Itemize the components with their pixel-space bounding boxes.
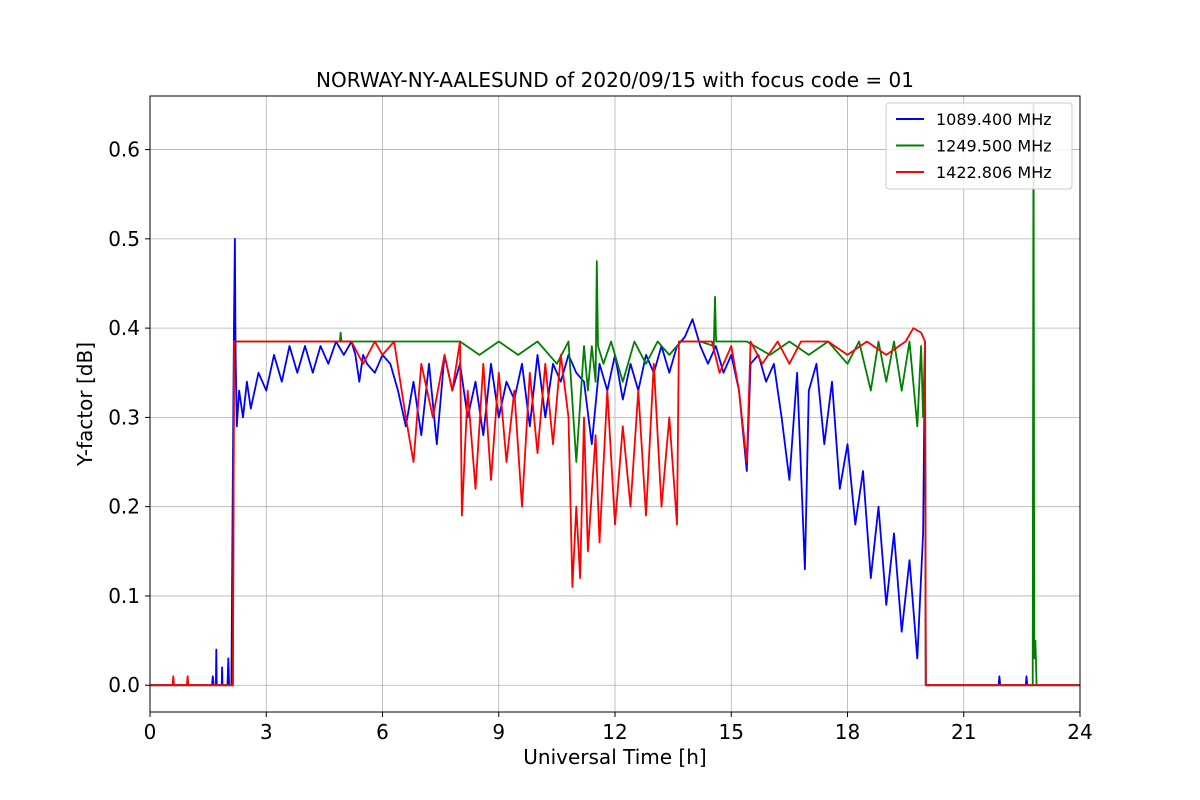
- legend-entry-1: 1089.400 MHz: [936, 110, 1052, 129]
- y-tick-label: 0.4: [108, 316, 140, 340]
- y-tick-label: 0.3: [108, 405, 140, 429]
- x-tick-label: 9: [492, 720, 505, 744]
- plot-series: [150, 104, 1080, 687]
- legend-entry-3: 1422.806 MHz: [936, 163, 1052, 182]
- x-tick-label: 6: [376, 720, 389, 744]
- legend-box: [885, 102, 1073, 190]
- x-tick-label: 21: [951, 720, 976, 744]
- series-line-1: [150, 237, 1080, 687]
- y-tick-label: 0.2: [108, 495, 140, 519]
- x-tick-label: 3: [260, 720, 273, 744]
- y-tick-label: 0.1: [108, 584, 140, 608]
- series-line-3: [150, 327, 1080, 687]
- legend-entry-2: 1249.500 MHz: [936, 137, 1052, 156]
- y-tick-label: 0.6: [108, 138, 140, 162]
- x-tick-label: 18: [835, 720, 860, 744]
- y-axis-label: Y-factor [dB]: [73, 342, 97, 467]
- x-tick-label: 24: [1067, 720, 1092, 744]
- axis-ticks: 0 3 6 9 12 15 18 21 24 0.0 0.1 0.2 0.3 0.4 0.5 0.6: [108, 138, 1093, 744]
- legend: 1089.400 MHz 1249.500 MHz 1422.806 MHz: [885, 102, 1073, 190]
- x-tick-label: 15: [719, 720, 744, 744]
- x-axis-label: Universal Time [h]: [523, 745, 706, 769]
- chart-title: NORWAY-NY-AALESUND of 2020/09/15 with fo…: [316, 68, 914, 92]
- x-tick-label: 0: [144, 720, 157, 744]
- y-tick-label: 0.5: [108, 227, 140, 251]
- y-tick-label: 0.0: [108, 673, 140, 697]
- x-tick-label: 12: [602, 720, 627, 744]
